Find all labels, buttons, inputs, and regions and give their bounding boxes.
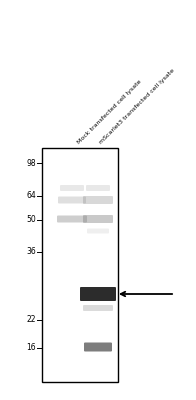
- Text: 50: 50: [26, 216, 36, 224]
- Text: 64: 64: [26, 192, 36, 200]
- Text: 36: 36: [26, 248, 36, 256]
- Text: 98: 98: [26, 158, 36, 168]
- FancyBboxPatch shape: [80, 287, 116, 301]
- Bar: [42, 148, 118, 382]
- FancyBboxPatch shape: [84, 342, 112, 352]
- FancyBboxPatch shape: [57, 216, 87, 222]
- Text: Mock transfected cell lysate: Mock transfected cell lysate: [76, 79, 142, 145]
- Text: 22: 22: [26, 316, 36, 324]
- FancyBboxPatch shape: [58, 196, 86, 204]
- FancyBboxPatch shape: [83, 196, 113, 204]
- FancyBboxPatch shape: [86, 185, 110, 191]
- FancyBboxPatch shape: [87, 228, 109, 234]
- FancyBboxPatch shape: [83, 305, 113, 311]
- Text: mScarlet3 transfected cell lysate: mScarlet3 transfected cell lysate: [98, 68, 176, 145]
- FancyBboxPatch shape: [83, 215, 113, 223]
- Text: 16: 16: [26, 344, 36, 352]
- FancyBboxPatch shape: [60, 185, 84, 191]
